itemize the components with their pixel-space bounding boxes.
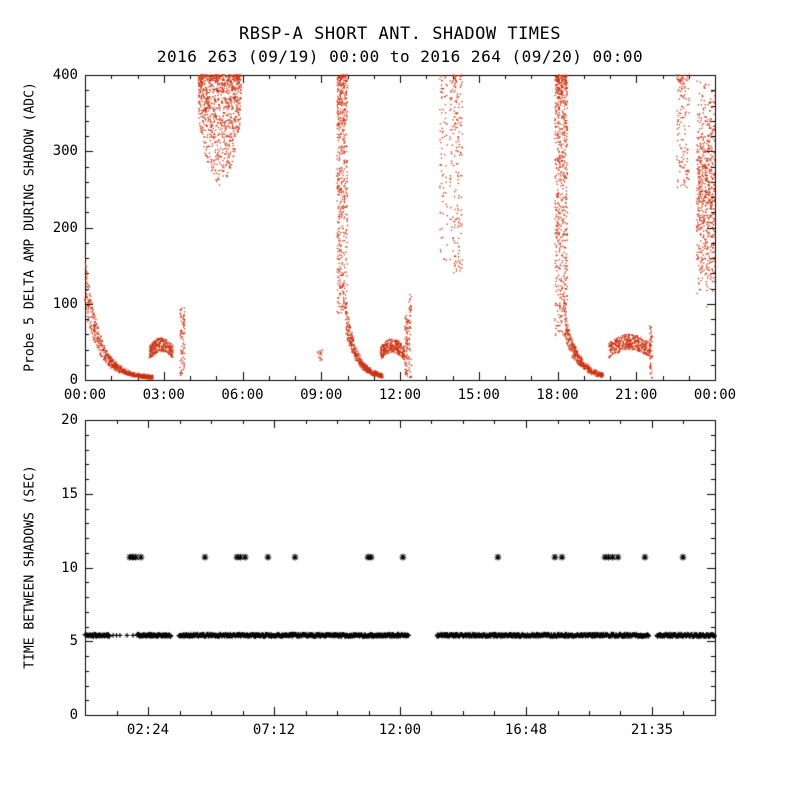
x-tick-label: 06:00 xyxy=(221,387,264,403)
x-tick-label: 12:00 xyxy=(378,387,422,403)
y-tick-label: 0 xyxy=(69,372,78,388)
x-tick-label: 03:00 xyxy=(142,387,185,403)
y-tick-label: 300 xyxy=(52,143,78,160)
y-tick-label: 10 xyxy=(61,559,78,576)
y-tick-label: 20 xyxy=(61,412,78,428)
chart-title: RBSP-A SHORT ANT. SHADOW TIMES xyxy=(238,24,562,44)
y-tick-label: 5 xyxy=(69,633,78,650)
y-tick-label: 400 xyxy=(52,67,78,83)
x-tick-label: 07:12 xyxy=(252,722,296,738)
x-tick-label: 21:00 xyxy=(615,387,658,403)
x-tick-label: 09:00 xyxy=(300,387,343,403)
x-tick-label: 21:35 xyxy=(630,722,674,738)
top-y-axis-label: Probe 5 DELTA AMP DURING SHADOW (ADC) xyxy=(22,82,38,372)
y-tick-label: 200 xyxy=(52,219,78,236)
x-tick-label: 18:00 xyxy=(536,387,579,403)
chart-subtitle: 2016 263 (09/19) 00:00 to 2016 264 (09/2… xyxy=(156,47,644,66)
bottom-y-axis-label: TIME BETWEEN SHADOWS (SEC) xyxy=(22,465,38,669)
x-tick-label: 15:00 xyxy=(457,387,500,403)
y-tick-label: 0 xyxy=(69,707,78,723)
y-tick-label: 15 xyxy=(61,485,78,502)
x-tick-label: 02:24 xyxy=(126,722,170,738)
x-tick-label: 16:48 xyxy=(504,722,548,738)
x-tick-label: 00:00 xyxy=(63,387,107,403)
x-tick-label: 00:00 xyxy=(693,387,737,403)
y-tick-label: 100 xyxy=(52,295,78,312)
x-tick-label: 12:00 xyxy=(378,722,422,738)
